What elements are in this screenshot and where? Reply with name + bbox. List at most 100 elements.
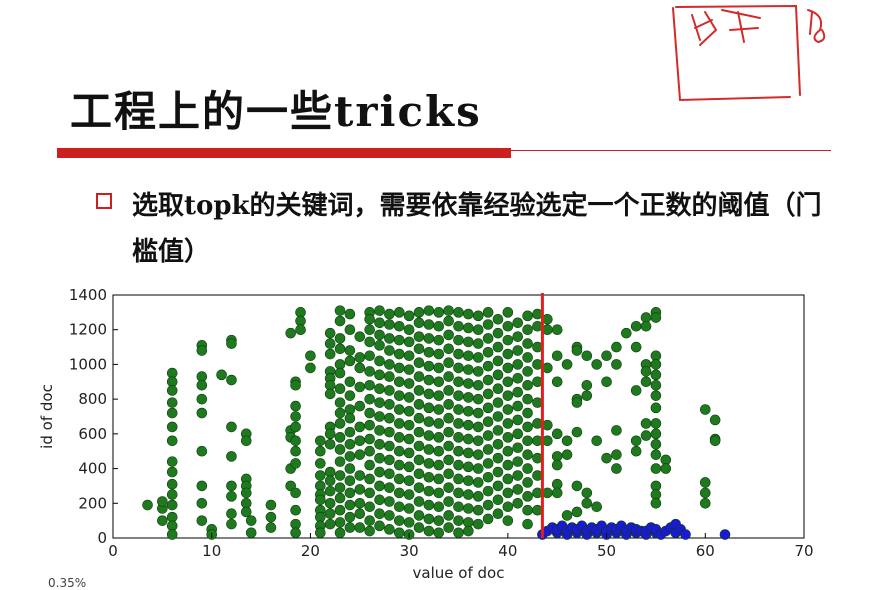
green-point [344, 475, 356, 487]
green-point [472, 310, 484, 322]
green-point [551, 350, 563, 362]
green-point [463, 336, 474, 348]
green-point [512, 414, 524, 426]
green-point [344, 355, 356, 367]
green-point [393, 404, 405, 415]
green-point [482, 333, 494, 344]
green-point [581, 497, 593, 509]
green-point [364, 433, 375, 445]
green-point [463, 392, 474, 403]
green-point [384, 524, 395, 535]
green-point [492, 355, 504, 367]
green-point [374, 355, 385, 367]
green-point [571, 506, 583, 518]
green-point [650, 312, 662, 323]
green-point [344, 390, 356, 401]
green-point [384, 426, 395, 438]
blue-series-layer [537, 518, 731, 540]
green-point [374, 340, 385, 351]
green-point [324, 497, 336, 509]
green-point [305, 362, 316, 374]
green-point [482, 485, 494, 497]
green-point [463, 525, 474, 537]
green-point [364, 313, 375, 325]
x-tick-label: 0 [108, 542, 118, 560]
green-point [512, 331, 524, 342]
green-point [403, 324, 415, 336]
green-point [423, 485, 435, 497]
green-point [403, 461, 415, 473]
green-point [226, 508, 237, 519]
green-point [650, 463, 662, 474]
green-point [413, 412, 425, 424]
bullet-text: 选取topk的关键词，需要依靠经验选定一个正数的阈值（门槛值） [132, 191, 822, 267]
green-point [413, 510, 425, 521]
green-point [472, 379, 484, 391]
green-point [403, 517, 415, 528]
green-point [453, 432, 464, 443]
green-point [413, 343, 425, 355]
green-point [433, 334, 445, 346]
green-point [226, 374, 237, 386]
y-tick-label: 1400 [69, 286, 107, 304]
y-tick-label: 1000 [69, 355, 107, 373]
green-point [413, 496, 425, 507]
green-point [403, 310, 415, 322]
y-axis-ticks: 0 200 400 600 800 1000 1200 1400 [69, 286, 118, 547]
green-point [413, 454, 425, 466]
green-point [423, 416, 435, 428]
green-point [453, 390, 464, 401]
green-point [334, 527, 346, 539]
green-point [650, 438, 662, 450]
x-tick-label: 50 [597, 542, 616, 560]
green-point [463, 433, 474, 445]
green-point [650, 497, 662, 509]
green-point [393, 418, 405, 429]
green-point [492, 383, 504, 395]
green-point [453, 459, 464, 471]
green-point [443, 329, 454, 341]
x-axis-ticks: 0 10 20 30 40 50 60 70 [108, 533, 814, 560]
green-point [472, 393, 484, 405]
green-point [403, 447, 415, 459]
green-point [502, 348, 514, 360]
green-point [571, 397, 583, 408]
green-point [472, 449, 484, 460]
green-point [393, 459, 405, 471]
green-point [463, 322, 474, 334]
blue-point [719, 529, 731, 540]
green-point [522, 449, 533, 460]
green-point [551, 376, 563, 388]
green-point [433, 473, 445, 485]
green-point [334, 397, 346, 408]
green-point [364, 515, 375, 526]
green-point [482, 416, 494, 428]
green-point [492, 438, 504, 450]
green-point [502, 334, 514, 346]
green-point [502, 418, 514, 429]
green-point [324, 438, 336, 450]
green-point [482, 374, 494, 386]
green-point [611, 359, 622, 370]
green-point [157, 496, 168, 507]
green-point [344, 426, 356, 438]
y-tick-label: 0 [97, 529, 107, 547]
green-point [413, 371, 425, 382]
green-point [660, 463, 672, 474]
green-point [601, 376, 612, 388]
green-point [374, 466, 385, 478]
green-point [423, 471, 435, 483]
green-point [354, 421, 366, 433]
green-point [453, 348, 464, 360]
green-point [463, 475, 474, 487]
green-point [502, 473, 514, 485]
green-point [384, 308, 395, 320]
green-point [166, 489, 178, 500]
green-series-layer [142, 305, 721, 540]
green-point [393, 515, 405, 526]
green-point [433, 307, 445, 318]
green-point [433, 487, 445, 499]
green-point [384, 371, 395, 382]
green-point [226, 421, 237, 433]
green-point [472, 407, 484, 419]
